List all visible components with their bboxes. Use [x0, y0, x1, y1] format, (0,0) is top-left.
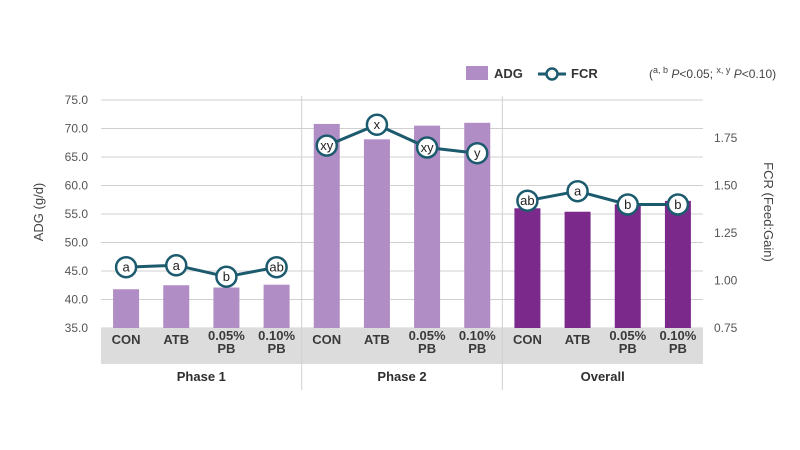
fcr-line: [326, 123, 478, 155]
fcr-significance-label: ab: [520, 193, 534, 208]
category-label: 0.05%: [208, 328, 245, 343]
significance-note: (a, b P<0.05; x, y P<0.10): [649, 65, 776, 81]
category-label: PB: [217, 341, 235, 356]
legend-fcr-marker: [545, 67, 559, 81]
fcr-significance-label: a: [173, 258, 181, 273]
group-label: Overall: [581, 369, 625, 384]
category-label: ATB: [565, 332, 591, 347]
right-axis-title: FCR (Feed:Gain): [761, 162, 776, 262]
fcr-marker: [516, 189, 539, 212]
adg-bars: [113, 122, 691, 329]
adg-bar: [414, 125, 441, 329]
adg-bar: [363, 139, 390, 328]
adg-bar: [313, 123, 340, 328]
category-label: ATB: [364, 332, 390, 347]
category-band-fill: [101, 328, 703, 364]
right-tick-label: 1.75: [714, 131, 738, 145]
left-y-axis: 35.0 40.0 45.0 50.0 55.0 60.0 65.0 70.0 75.0: [65, 93, 89, 335]
fcr-line: [126, 263, 277, 279]
fcr-significance-label: y: [474, 146, 481, 161]
group-dividers: [301, 96, 503, 390]
group-label: Phase 2: [377, 369, 426, 384]
fcr-marker: [566, 179, 589, 203]
legend-adg-swatch: [466, 66, 488, 80]
category-label: 0.05%: [409, 328, 446, 343]
category-label: PB: [669, 341, 687, 356]
left-tick-label: 40.0: [65, 293, 89, 307]
category-label: 0.10%: [258, 328, 295, 343]
group-labels: Phase 1 Phase 2 Overall: [177, 369, 625, 384]
left-tick-label: 65.0: [65, 150, 89, 164]
category-label: 0.05%: [609, 328, 646, 343]
fcr-line: [527, 189, 678, 206]
left-tick-label: 55.0: [65, 207, 89, 221]
adg-bar: [263, 284, 290, 328]
adg-bar: [614, 204, 641, 328]
fcr-significance-label: a: [574, 184, 582, 199]
adg-bar: [514, 208, 541, 328]
right-tick-label: 0.75: [714, 321, 738, 335]
fcr-significance-label: xy: [320, 138, 334, 153]
adg-bar: [163, 285, 190, 328]
fcr-marker: [114, 255, 138, 279]
fcr-marker: [666, 193, 690, 216]
grid-lines: [101, 99, 703, 329]
category-label: CON: [312, 332, 341, 347]
fcr-marker: [315, 134, 338, 157]
adg-bar: [113, 289, 140, 328]
fcr-marker: [215, 265, 238, 288]
adg-bar: [664, 200, 691, 328]
category-band: [101, 328, 703, 364]
group-label: Phase 1: [177, 369, 226, 384]
left-axis-title: ADG (g/d): [31, 183, 46, 242]
fcr-marker: [365, 113, 389, 136]
left-tick-label: 35.0: [65, 321, 89, 335]
adg-bar: [564, 211, 591, 328]
category-label: CON: [112, 332, 141, 347]
fcr-significance-label: x: [374, 117, 381, 132]
fcr-significance-label: b: [674, 197, 681, 212]
legend-adg-label: ADG: [494, 66, 523, 81]
right-tick-label: 1.00: [714, 274, 738, 288]
left-tick-label: 45.0: [65, 264, 89, 278]
left-tick-label: 60.0: [65, 179, 89, 193]
fcr-marker: [415, 136, 439, 159]
left-tick-label: 70.0: [65, 122, 89, 136]
category-label: CON: [513, 332, 542, 347]
category-label: PB: [619, 341, 637, 356]
left-tick-label: 75.0: [65, 93, 89, 107]
legend-fcr-label: FCR: [571, 66, 598, 81]
fcr-significance-label: ab: [269, 260, 283, 275]
fcr-significance-label: xy: [421, 140, 435, 155]
fcr-marker: [265, 255, 288, 279]
fcr-significance-label: a: [122, 260, 130, 275]
fcr-marker: [165, 254, 188, 277]
adg-bar: [213, 287, 240, 328]
fcr-marker: [466, 141, 489, 165]
right-tick-label: 1.25: [714, 226, 738, 240]
category-label: 0.10%: [459, 328, 496, 343]
category-label: PB: [418, 341, 436, 356]
left-tick-label: 50.0: [65, 236, 89, 250]
category-label: PB: [268, 341, 286, 356]
category-label: PB: [468, 341, 486, 356]
category-label: 0.10%: [659, 328, 696, 343]
fcr-marker: [616, 193, 639, 216]
category-label: ATB: [163, 332, 189, 347]
fcr-significance-label: b: [223, 269, 230, 284]
legend: ADG FCR: [466, 66, 598, 81]
right-y-axis: 0.75 1.00 1.25 1.50 1.75: [714, 131, 738, 335]
right-tick-label: 1.50: [714, 179, 738, 193]
fcr-significance-label: b: [624, 197, 631, 212]
